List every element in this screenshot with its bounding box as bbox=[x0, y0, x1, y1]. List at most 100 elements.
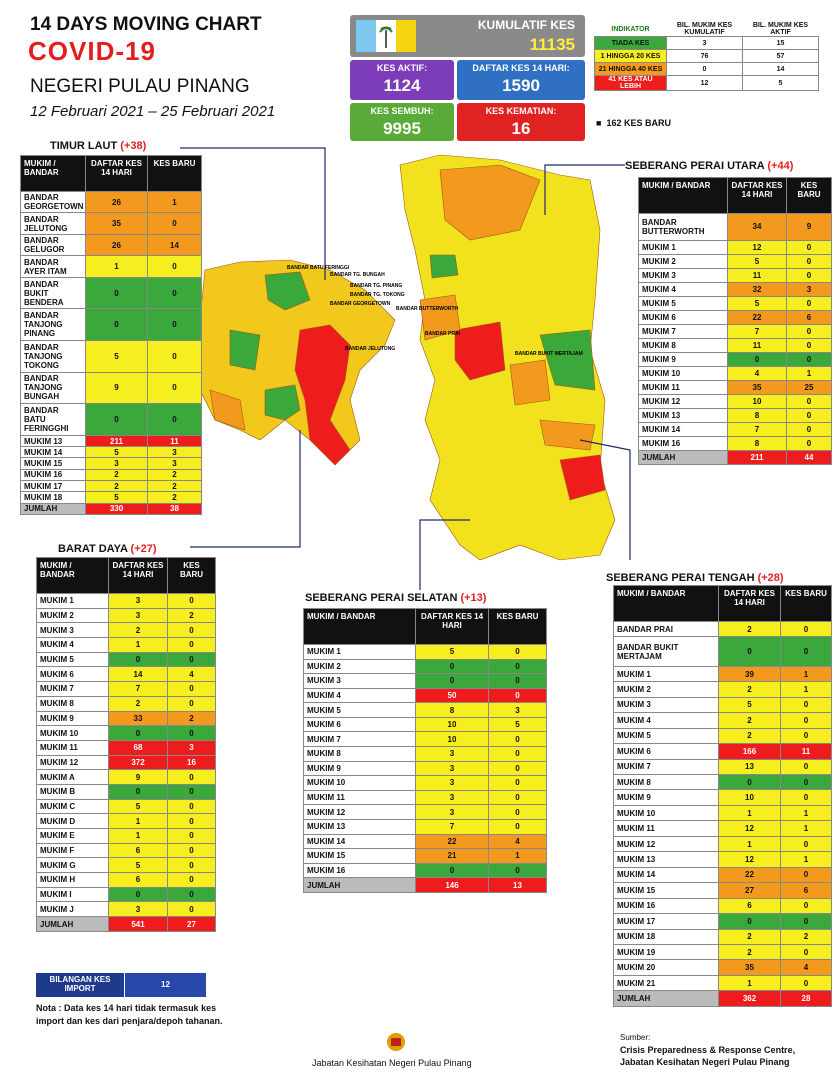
district-table: MUKIM / BANDAR DAFTAR KES 14 HARI KES BARU… bbox=[303, 608, 547, 893]
total-label: JUMLAH bbox=[638, 449, 728, 466]
baru-cell: 0 bbox=[488, 731, 547, 748]
name-cell: BANDAR TANJONG BUNGAH bbox=[20, 371, 86, 405]
daftar-cell: 12 bbox=[718, 820, 781, 837]
title: 14 DAYS MOVING CHART bbox=[30, 14, 262, 35]
daftar-cell: 22 bbox=[718, 866, 781, 884]
data-row: MUKIM 13 211 11 bbox=[20, 434, 202, 448]
daftar-cell: 1 bbox=[108, 637, 168, 653]
value: 16 bbox=[511, 119, 531, 138]
name-cell: MUKIM 20 bbox=[613, 959, 719, 976]
name-cell: MUKIM 7 bbox=[638, 323, 728, 339]
baru-cell: 0 bbox=[488, 644, 547, 660]
baru-cell: 11 bbox=[780, 743, 832, 760]
label: DAFTAR KES 14 HARI: bbox=[472, 63, 570, 73]
data-row: MUKIM 16 6 0 bbox=[613, 897, 832, 915]
data-row: MUKIM 11 68 3 bbox=[36, 739, 216, 756]
name-cell: MUKIM 13 bbox=[613, 851, 719, 868]
data-row: MUKIM 15 27 6 bbox=[613, 882, 832, 899]
baru-cell: 0 bbox=[780, 636, 832, 667]
baru-cell: 0 bbox=[167, 813, 216, 829]
daftar-cell: 2 bbox=[718, 681, 781, 698]
name-cell: MUKIM F bbox=[36, 842, 109, 859]
name-cell: MUKIM 9 bbox=[36, 710, 109, 727]
name-cell: MUKIM 12 bbox=[36, 754, 109, 771]
name-cell: MUKIM 14 bbox=[638, 421, 728, 437]
indicator-cell: 41 KES ATAU LEBIH bbox=[594, 75, 667, 91]
baru-cell: 0 bbox=[786, 351, 832, 367]
daftar-cell: 2 bbox=[85, 479, 148, 493]
baru-cell: 0 bbox=[147, 276, 202, 310]
header-cell: KES BARU bbox=[488, 608, 547, 645]
name-cell: MUKIM 12 bbox=[638, 393, 728, 409]
data-row: BANDAR PRAI 2 0 bbox=[613, 620, 832, 638]
daftar-cell: 8 bbox=[415, 702, 489, 718]
flag bbox=[356, 20, 416, 52]
red-zone bbox=[294, 324, 351, 466]
baru-cell: 0 bbox=[147, 255, 202, 278]
name-cell: MUKIM 11 bbox=[613, 820, 719, 837]
header-cell: MUKIM / BANDAR bbox=[303, 608, 416, 645]
orange-zone bbox=[539, 419, 596, 451]
name-cell: MUKIM 10 bbox=[303, 775, 416, 791]
indicator-table: INDIKATOR BIL. MUKIM KES KUMULATIF BIL. MU… bbox=[594, 22, 819, 91]
total-baru: 38 bbox=[147, 502, 202, 516]
data-row: MUKIM 20 35 4 bbox=[613, 959, 832, 976]
indicator-row: TIADA KES 3 15 bbox=[594, 36, 819, 50]
name-cell: MUKIM C bbox=[36, 798, 109, 815]
daftar-cell: 1 bbox=[108, 828, 168, 844]
indicator-row: 1 HINGGA 20 KES 76 57 bbox=[594, 49, 819, 63]
data-row: MUKIM 1 39 1 bbox=[613, 665, 832, 683]
name-cell: MUKIM G bbox=[36, 857, 109, 874]
baru-cell: 6 bbox=[786, 309, 832, 325]
daftar-cell: 7 bbox=[415, 818, 489, 835]
name-cell: MUKIM I bbox=[36, 886, 109, 903]
data-row: MUKIM 10 1 1 bbox=[613, 804, 832, 822]
district-name: BARAT DAYA bbox=[58, 543, 128, 555]
label: KES KEMATIAN: bbox=[485, 106, 557, 116]
daftar-cell: 68 bbox=[108, 739, 168, 756]
name-cell: MUKIM 16 bbox=[613, 897, 719, 915]
baru-cell: 0 bbox=[488, 658, 547, 675]
baru-cell: 4 bbox=[780, 959, 832, 976]
data-row: MUKIM 7 13 0 bbox=[613, 758, 832, 776]
name-cell: MUKIM 3 bbox=[638, 267, 728, 283]
daftar-cell: 22 bbox=[727, 309, 787, 325]
district-name: SEBERANG PERAI UTARA bbox=[625, 160, 765, 172]
name-cell: BANDAR TANJONG PINANG bbox=[20, 308, 86, 342]
data-row: MUKIM 11 12 1 bbox=[613, 820, 832, 837]
daftar-cell: 6 bbox=[108, 842, 168, 859]
daftar-cell: 0 bbox=[415, 862, 489, 879]
indicator-cell: 1 HINGGA 20 KES bbox=[594, 49, 667, 63]
baru-cell: 0 bbox=[167, 798, 216, 815]
district-title: SEBERANG PERAI UTARA (+44) bbox=[625, 160, 793, 172]
baru-cell: 0 bbox=[167, 857, 216, 874]
data-row: BANDAR BUTTERWORTH 34 9 bbox=[638, 213, 832, 241]
baru-cell: 0 bbox=[167, 725, 216, 741]
name-cell: MUKIM 18 bbox=[20, 491, 86, 504]
daftar-cell: 10 bbox=[727, 393, 787, 409]
daftar-box: DAFTAR KES 14 HARI: 1590 bbox=[457, 60, 585, 100]
name-cell: MUKIM 6 bbox=[613, 743, 719, 760]
name-cell: MUKIM 4 bbox=[638, 281, 728, 297]
daftar-cell: 5 bbox=[85, 491, 148, 504]
name-cell: MUKIM 17 bbox=[20, 479, 86, 493]
baru-cell: 0 bbox=[780, 712, 832, 729]
data-row: MUKIM 14 22 0 bbox=[613, 866, 832, 884]
name-cell: MUKIM 5 bbox=[638, 295, 728, 311]
daftar-cell: 27 bbox=[718, 882, 781, 899]
name-cell: BANDAR BUKIT BENDERA bbox=[20, 276, 86, 310]
total-row: JUMLAH 541 27 bbox=[36, 916, 216, 932]
data-row: MUKIM 12 372 16 bbox=[36, 754, 216, 771]
baru-cell: 3 bbox=[786, 281, 832, 297]
data-row: MUKIM 21 1 0 bbox=[613, 974, 832, 992]
data-row: MUKIM 13 7 0 bbox=[303, 818, 547, 835]
header-cell: DAFTAR KES 14 HARI bbox=[85, 155, 148, 192]
district-table: MUKIM / BANDAR DAFTAR KES 14 HARI KES BARU… bbox=[638, 177, 832, 466]
